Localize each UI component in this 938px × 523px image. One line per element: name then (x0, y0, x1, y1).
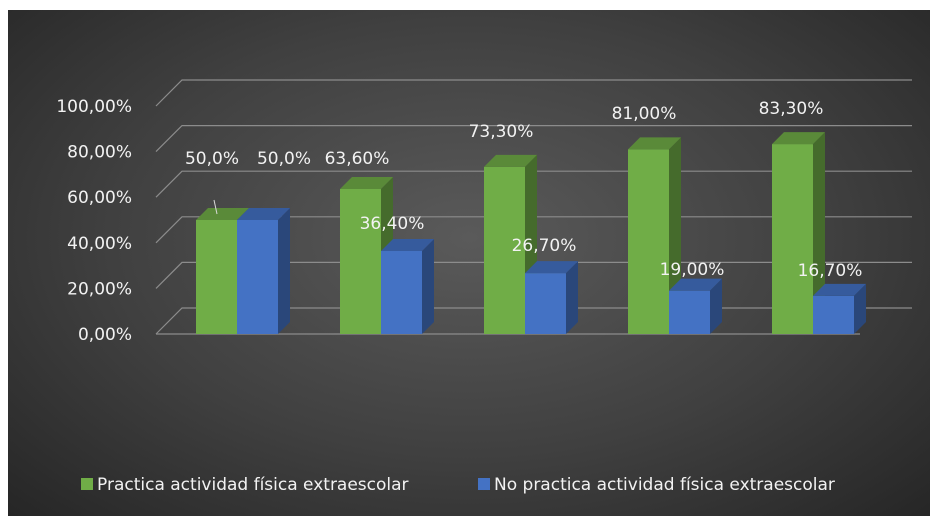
data-label: 81,00% (612, 104, 677, 124)
bar-top (628, 137, 681, 150)
chart-area: 0,00% 20,00% 40,00% 60,00% 80,00% 100,00% 50,0… (8, 10, 930, 516)
legend-label: No practica actividad física extraescola… (494, 475, 835, 495)
bar-front (484, 166, 525, 334)
bar-side (566, 261, 578, 334)
bar-top (340, 176, 393, 189)
data-label: 16,70% (798, 261, 863, 281)
y-tick-label: 60,00% (67, 188, 132, 208)
bar-side (422, 239, 434, 334)
legend-label: Practica actividad física extraescolar (97, 475, 409, 495)
data-label: 83,30% (759, 99, 824, 119)
bar-top (772, 132, 825, 145)
bar-front (340, 188, 381, 334)
bar-top (484, 154, 537, 167)
bar-side (710, 278, 722, 334)
data-label: 19,00% (660, 260, 725, 280)
bar-front (669, 290, 710, 334)
data-label: 26,70% (512, 236, 577, 256)
bar-top (196, 208, 249, 220)
bar-top (669, 278, 722, 291)
bar-top (381, 239, 434, 252)
legend-swatch (81, 478, 93, 490)
bar-front (381, 251, 422, 334)
data-label: 36,40% (360, 214, 425, 234)
data-label: 63,60% (325, 149, 390, 169)
y-tick-label: 80,00% (67, 143, 132, 163)
bar-top (237, 208, 290, 220)
y-tick-label: 40,00% (67, 234, 132, 254)
y-tick-label: 20,00% (67, 279, 132, 299)
bar-side (813, 132, 825, 334)
bar-side (854, 283, 866, 334)
label-leader-line (213, 199, 218, 215)
bar-front (196, 220, 237, 334)
bar-front (628, 149, 669, 334)
bar-front (237, 220, 278, 334)
y-tick-label: 100,00% (56, 97, 132, 117)
bar-front (772, 144, 813, 334)
data-label: 50,0% (185, 149, 239, 169)
data-label: 50,0% (257, 149, 311, 169)
legend-swatch (478, 478, 490, 490)
bar-front (813, 295, 854, 334)
data-label: 73,30% (469, 122, 534, 142)
bar-front (525, 273, 566, 334)
bar-side (278, 208, 290, 334)
gridline (155, 124, 912, 153)
bar-top (813, 283, 866, 296)
bar-chart: 0,00% 20,00% 40,00% 60,00% 80,00% 100,00% 50,0… (56, 79, 912, 495)
y-tick-label: 0,00% (78, 325, 132, 345)
gridline (155, 79, 912, 107)
bar-top (525, 261, 578, 274)
